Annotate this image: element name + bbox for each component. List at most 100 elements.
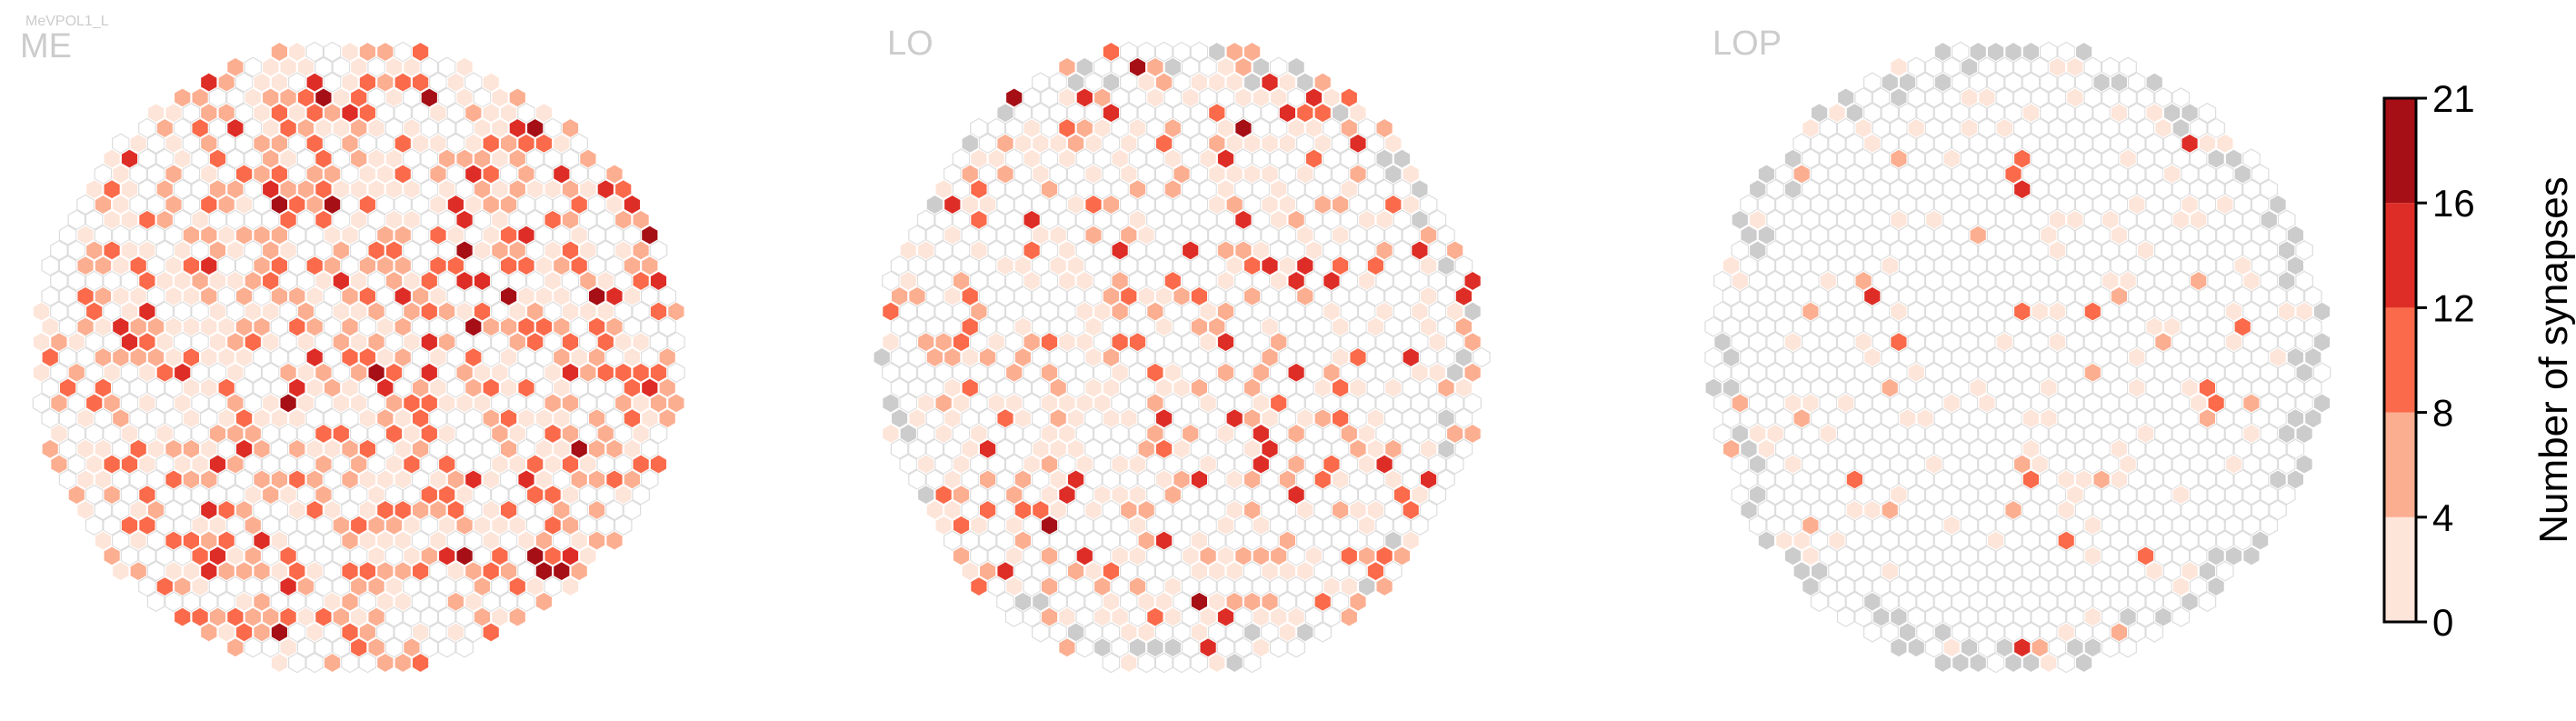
- hex-cell-bin-0: [534, 255, 554, 276]
- hex-cell-empty: [1199, 87, 1217, 108]
- hex-cell-bin-0: [429, 194, 447, 215]
- hex-cell-bin-0: [367, 484, 385, 506]
- hex-cell-bin-2: [191, 117, 209, 139]
- hex-cell-bin-0: [1075, 301, 1094, 322]
- hex-cell-bin-0: [182, 377, 201, 398]
- hex-cell-empty: [129, 225, 147, 245]
- hex-cell-empty: [1225, 285, 1244, 307]
- hex-cell-bin-0: [367, 117, 385, 139]
- hex-cell-bin-2: [120, 454, 139, 475]
- hex-cell-empty: [155, 546, 175, 566]
- hex-cell-bin-0: [244, 87, 263, 108]
- hex-cell-empty: [1234, 178, 1253, 200]
- hex-cell-bin-1: [296, 117, 315, 139]
- colorbar-tick-label: 0: [2432, 601, 2453, 644]
- hex-cell-empty: [1137, 316, 1156, 337]
- hex-cell-empty: [499, 591, 518, 613]
- hex-cell-empty: [544, 117, 562, 139]
- hex-cell-empty: [208, 576, 227, 597]
- hex-cell-bin-2: [315, 209, 333, 231]
- hex-cell-bin-0: [1261, 133, 1279, 155]
- hex-cell-empty: [987, 240, 1006, 261]
- hex-cell-bin-1: [244, 423, 263, 445]
- hex-cell-empty: [491, 576, 509, 597]
- hex-cell-empty: [217, 133, 235, 155]
- hex-cell-empty: [570, 499, 589, 521]
- hex-cell-bin-1: [341, 469, 359, 490]
- hex-cell-bin-2: [376, 499, 394, 521]
- hex-cell-empty: [1181, 209, 1200, 231]
- hex-cell-empty: [226, 209, 245, 231]
- hex-cell-empty: [570, 133, 589, 155]
- hex-cell-bin-0: [473, 117, 492, 139]
- hex-cell-bin-1: [235, 316, 254, 337]
- hex-cell-bin-0: [288, 41, 306, 63]
- hex-cell-empty: [1066, 164, 1085, 185]
- hex-cell-empty: [1181, 56, 1200, 78]
- hex-cell-bin-0: [632, 423, 650, 445]
- hex-cell-empty: [1031, 255, 1050, 276]
- hex-cell-empty: [1173, 41, 1191, 63]
- hex-cell-bin-1: [270, 41, 289, 63]
- hex-cell-bin-1: [94, 255, 113, 276]
- hex-cell-bin-0: [596, 301, 615, 322]
- hex-cell-empty: [1154, 194, 1173, 215]
- hex-cell-bin-1: [200, 225, 218, 245]
- hex-cell-bin-2: [970, 576, 988, 597]
- colorbar-tick-label: 4: [2432, 496, 2453, 539]
- hex-cell-bin-1: [217, 102, 235, 124]
- hex-cell-empty: [1278, 225, 1297, 245]
- hex-cell-empty: [120, 362, 139, 384]
- hex-cell-empty: [67, 209, 86, 231]
- hex-cell-bin-4: [464, 316, 483, 337]
- hex-cell-bin-2: [517, 255, 535, 276]
- hex-cell-bin-0: [270, 407, 289, 429]
- hex-cell-empty: [41, 407, 60, 429]
- hex-cell-empty: [1366, 194, 1385, 215]
- hex-cell-empty: [1428, 270, 1447, 292]
- hex-cell-empty: [1278, 316, 1297, 337]
- hex-cell-empty: [534, 194, 554, 215]
- hex-cell-bin-0: [332, 117, 351, 139]
- hex-cell-empty: [244, 576, 263, 597]
- hex-cell-bin-0: [41, 316, 60, 337]
- hex-cell-no-data: [996, 102, 1014, 124]
- hex-cell-empty: [296, 148, 315, 169]
- hex-cell-no-data: [2004, 652, 2022, 674]
- hex-cell-empty: [1004, 301, 1023, 322]
- hex-cell-empty: [191, 423, 209, 445]
- hex-cell-empty: [1199, 178, 1217, 200]
- hex-cell-empty: [464, 225, 483, 245]
- hex-cell-bin-4: [1004, 87, 1023, 108]
- hex-cell-bin-0: [1331, 316, 1350, 337]
- hex-cell-bin-0: [525, 178, 544, 200]
- hex-cell-bin-1: [411, 499, 430, 521]
- hex-cell-bin-0: [1058, 270, 1076, 292]
- hex-cell-bin-1: [552, 255, 571, 276]
- hex-cell-empty: [32, 393, 51, 414]
- hex-cell-bin-0: [403, 546, 421, 566]
- hex-cell-bin-1: [1375, 576, 1393, 597]
- hex-cell-empty: [165, 591, 183, 613]
- hex-cell-bin-1: [499, 316, 518, 337]
- hex-cell-bin-0: [1340, 178, 1359, 200]
- hex-cell-empty: [138, 546, 156, 566]
- hex-cell-empty: [1261, 225, 1279, 245]
- hex-cell-bin-3: [1304, 87, 1323, 108]
- hex-cell-bin-3: [173, 362, 192, 384]
- hex-cell-bin-1: [270, 469, 289, 490]
- hex-cell-bin-0: [165, 560, 183, 582]
- hex-cell-empty: [1252, 178, 1271, 200]
- hex-cell-bin-1: [253, 255, 271, 276]
- hex-cell-bin-0: [1269, 270, 1288, 292]
- hex-cell-empty: [376, 622, 394, 643]
- hex-cell-bin-1: [208, 423, 227, 445]
- hex-cell-empty: [1137, 194, 1156, 215]
- hex-cell-bin-3: [341, 102, 359, 124]
- hex-cell-bin-2: [632, 270, 650, 292]
- hex-cell-empty: [525, 515, 544, 536]
- hex-cell-empty: [1366, 225, 1385, 245]
- hex-cell-bin-0: [296, 393, 315, 414]
- hex-cell-empty: [173, 546, 192, 566]
